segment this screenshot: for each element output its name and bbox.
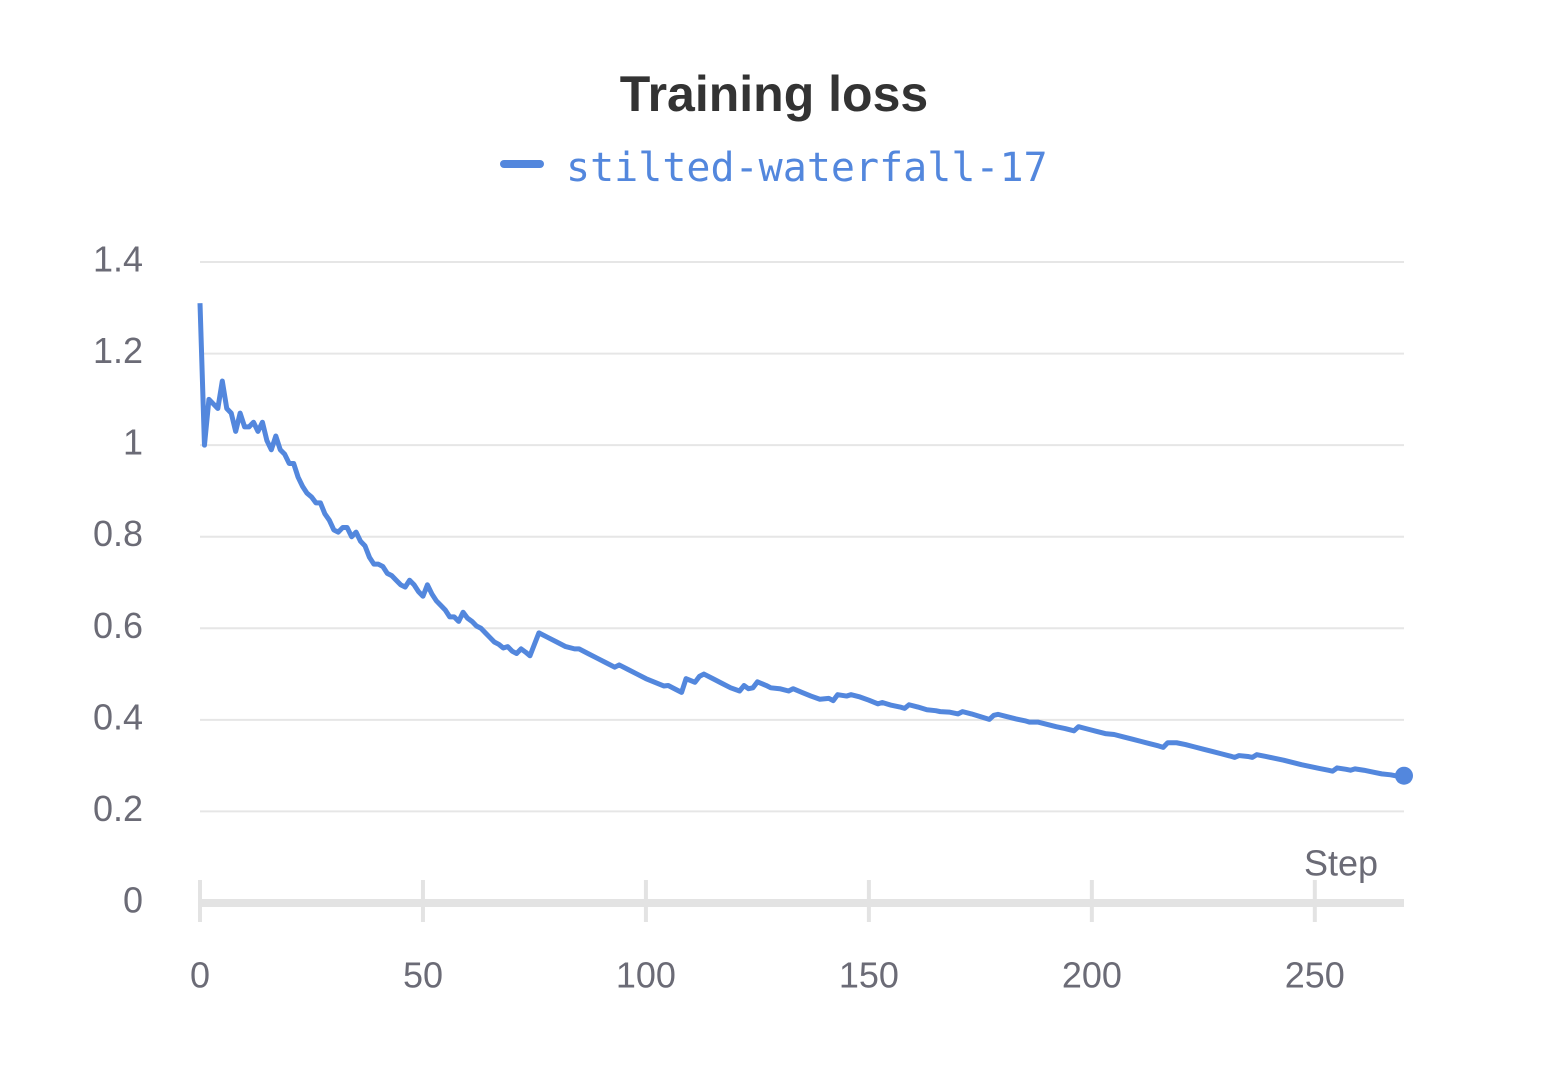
legend-label: stilted-waterfall-17 — [566, 145, 1048, 191]
y-tick-label: 1.4 — [93, 239, 143, 280]
series-line — [197, 303, 1404, 779]
x-tick-label: 50 — [403, 955, 443, 996]
y-tick-label: 0.6 — [93, 605, 143, 646]
x-tick-label: 200 — [1062, 955, 1122, 996]
y-tick-label: 0.2 — [93, 788, 143, 829]
chart-title: Training loss — [620, 66, 928, 122]
y-tick-label: 1 — [123, 422, 143, 463]
y-tick-label: 0.8 — [93, 513, 143, 554]
y-tick-label: 0 — [123, 880, 143, 921]
y-tick-label: 1.2 — [93, 330, 143, 371]
x-tick-label: 250 — [1285, 955, 1345, 996]
y-tick-label: 0.4 — [93, 696, 143, 737]
x-tick-label: 0 — [190, 955, 210, 996]
x-axis-label: Step — [1304, 843, 1378, 884]
x-tick-label: 100 — [616, 955, 676, 996]
end-point — [1395, 766, 1413, 785]
x-tick-label: 150 — [839, 955, 899, 996]
